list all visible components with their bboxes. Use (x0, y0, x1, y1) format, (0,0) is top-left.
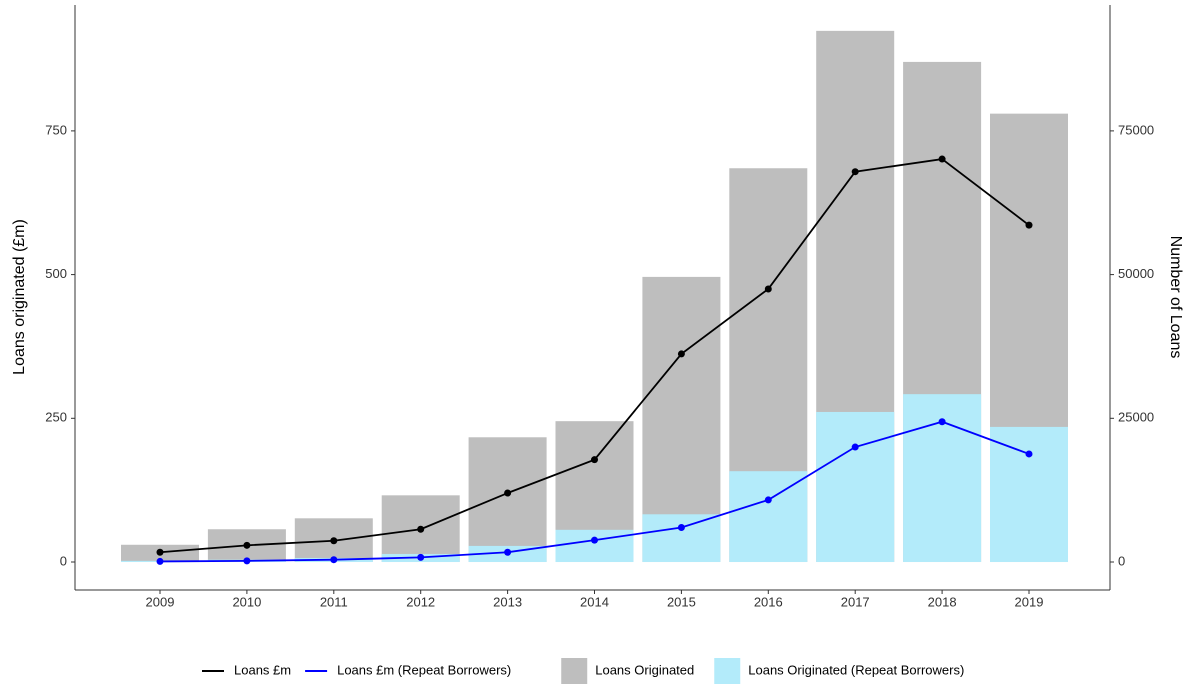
x-tick-label: 2017 (841, 594, 870, 609)
point (764, 285, 772, 293)
point (677, 524, 685, 532)
x-tick-label: 2012 (406, 594, 435, 609)
point (851, 443, 859, 451)
y2-tick-label: 0 (1118, 553, 1125, 568)
x-tick-label: 2016 (754, 594, 783, 609)
legend-text: Loans £m (Repeat Borrowers) (337, 662, 511, 677)
bar (555, 529, 634, 563)
y-tick-label: 0 (60, 553, 67, 568)
point (591, 456, 598, 464)
y-tick-label: 750 (45, 122, 67, 137)
point (243, 541, 251, 549)
legend-text: Loans Originated (595, 662, 694, 677)
x-tick-label: 2009 (146, 594, 175, 609)
x-tick-label: 2015 (667, 594, 696, 609)
point (851, 168, 859, 176)
x-tick-label: 2010 (232, 594, 261, 609)
y-axis-title: Loans originated (£m) (11, 219, 28, 375)
point (330, 537, 338, 545)
point (677, 350, 685, 358)
point (417, 553, 425, 561)
y-tick-label: 250 (45, 410, 67, 425)
point (156, 557, 164, 565)
point (1025, 221, 1033, 229)
point (417, 525, 425, 533)
legend-text: Loans Originated (Repeat Borrowers) (748, 662, 964, 677)
x-tick-label: 2018 (928, 594, 957, 609)
bar (468, 437, 547, 563)
x-tick-label: 2013 (493, 594, 522, 609)
point (764, 496, 772, 504)
point (243, 557, 251, 565)
x-tick-label: 2011 (320, 594, 348, 609)
point (504, 548, 512, 556)
y-tick-label: 500 (45, 266, 67, 281)
point (938, 155, 946, 163)
y2-axis-title: Number of Loans (1167, 236, 1184, 359)
bar (729, 471, 808, 563)
point (504, 489, 512, 497)
bar (990, 426, 1068, 563)
y2-tick-label: 75000 (1118, 122, 1154, 137)
legend-swatch (714, 658, 741, 684)
bar (642, 514, 721, 563)
y2-tick-label: 50000 (1118, 266, 1154, 281)
point (1025, 450, 1033, 458)
legend-text: Loans £m (234, 662, 291, 677)
point (156, 548, 164, 556)
point (938, 418, 946, 426)
x-tick-label: 2014 (580, 594, 609, 609)
point (591, 536, 598, 544)
y2-tick-label: 25000 (1118, 410, 1154, 425)
legend-swatch (561, 658, 588, 684)
x-tick-label: 2019 (1015, 594, 1044, 609)
point (330, 556, 338, 564)
bar (816, 411, 895, 563)
